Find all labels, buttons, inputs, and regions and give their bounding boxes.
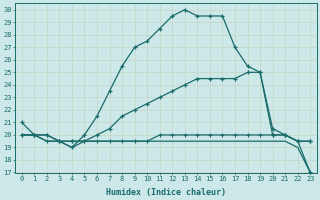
X-axis label: Humidex (Indice chaleur): Humidex (Indice chaleur): [106, 188, 226, 197]
